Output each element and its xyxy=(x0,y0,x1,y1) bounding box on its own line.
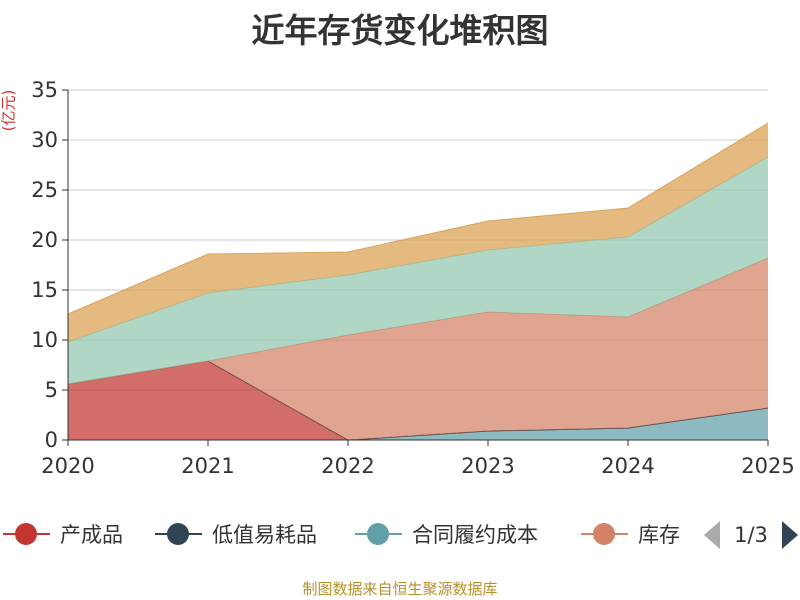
y-tick-label: 25 xyxy=(31,178,58,202)
y-tick-label: 0 xyxy=(45,428,58,452)
y-tick-label: 30 xyxy=(31,128,58,152)
legend: 产成品 低值易耗品 合同履约成本 库存 1/3 xyxy=(3,521,798,549)
y-tick-label: 10 xyxy=(31,328,58,352)
x-tick-label: 2024 xyxy=(601,454,654,478)
legend-marker xyxy=(367,523,389,545)
y-tick-label: 35 xyxy=(31,78,58,102)
series-line-5 xyxy=(67,122,769,315)
legend-label: 产成品 xyxy=(60,523,123,547)
legend-item[interactable]: 库存 xyxy=(581,523,680,547)
legend-marker xyxy=(167,523,189,545)
legend-item[interactable]: 低值易耗品 xyxy=(155,523,317,547)
area-series-4 xyxy=(68,157,768,384)
x-tick-label: 2020 xyxy=(41,454,94,478)
legend-page-indicator: 1/3 xyxy=(734,523,768,547)
legend-label: 库存 xyxy=(638,523,680,547)
x-tick-label: 2025 xyxy=(741,454,794,478)
legend-item[interactable]: 产成品 xyxy=(3,523,123,547)
y-tick-label: 5 xyxy=(45,378,58,402)
legend-label: 低值易耗品 xyxy=(212,523,317,547)
y-tick-label: 15 xyxy=(31,278,58,302)
area-series-0 xyxy=(68,408,768,440)
legend-label: 合同履约成本 xyxy=(412,523,538,547)
legend-marker xyxy=(15,523,37,545)
source-note: 制图数据来自恒生聚源数据库 xyxy=(302,580,498,598)
area-series-3 xyxy=(68,258,768,440)
legend-next-page-icon[interactable] xyxy=(782,521,798,549)
area-layer xyxy=(67,122,769,441)
chart-title: 近年存货变化堆积图 xyxy=(251,11,549,50)
legend-prev-page-icon[interactable] xyxy=(704,521,720,549)
x-tick-label: 2021 xyxy=(181,454,234,478)
legend-marker xyxy=(593,523,615,545)
area-series-5 xyxy=(68,123,768,342)
y-tick-label: 20 xyxy=(31,228,58,252)
legend-item[interactable]: 合同履约成本 xyxy=(355,523,538,547)
x-tick-label: 2023 xyxy=(461,454,514,478)
x-tick-label: 2022 xyxy=(321,454,374,478)
